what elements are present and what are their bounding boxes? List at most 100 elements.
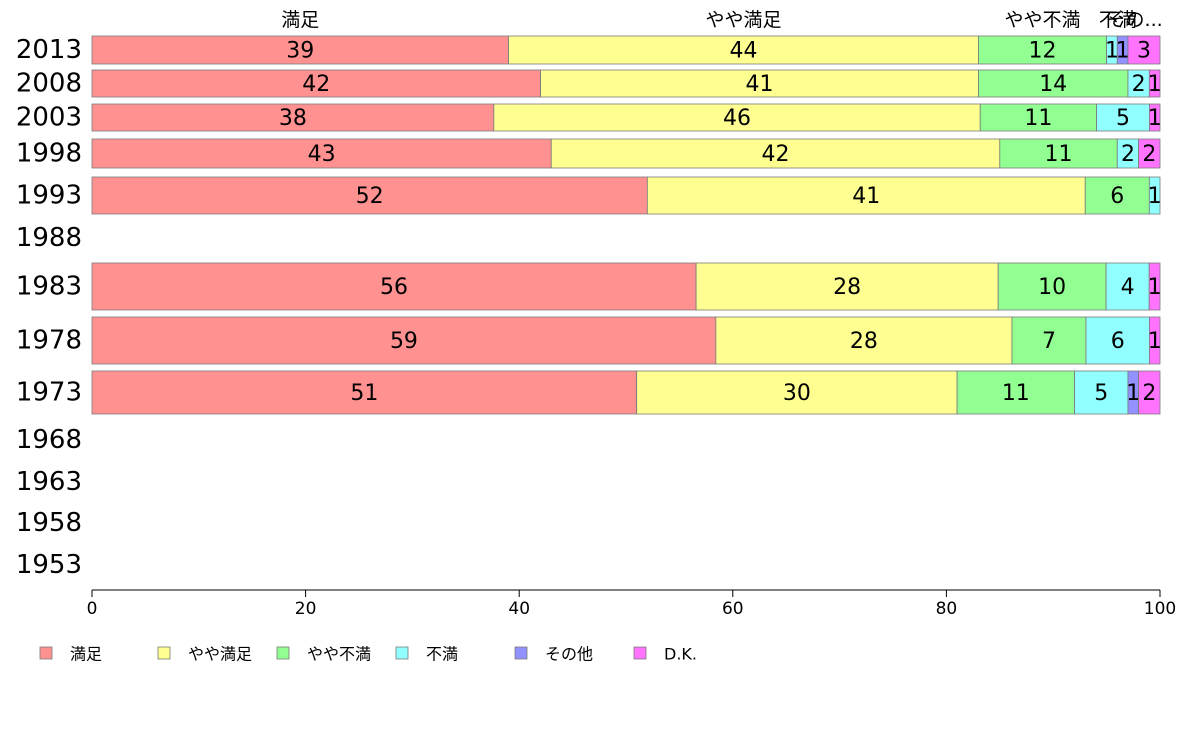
bar-segment bbox=[1138, 370, 1161, 415]
data-label: 1 bbox=[1148, 72, 1162, 97]
data-label: 1 bbox=[1148, 275, 1162, 300]
data-label: 5 bbox=[1116, 106, 1130, 131]
segment-top-label: やや不満 bbox=[1005, 9, 1081, 31]
legend-swatch bbox=[514, 646, 528, 660]
bar-segment bbox=[1138, 138, 1161, 169]
bar-segment bbox=[1148, 262, 1161, 311]
data-label: 1 bbox=[1105, 39, 1119, 64]
bar-segment bbox=[91, 103, 495, 132]
legend-label: やや満足 bbox=[188, 645, 252, 664]
bar-segment bbox=[91, 69, 541, 98]
year-label: 1983 bbox=[16, 272, 82, 302]
bar-segment bbox=[508, 35, 979, 65]
x-axis: 0 20 40 60 80 100 bbox=[87, 589, 1176, 619]
data-label: 6 bbox=[1110, 184, 1124, 209]
bar-segment bbox=[1096, 103, 1150, 132]
x-tick-label: 80 bbox=[936, 599, 958, 619]
legend-swatch bbox=[39, 646, 53, 660]
bar-segment bbox=[999, 138, 1118, 169]
legend-label: 不満 bbox=[426, 645, 458, 664]
x-tick-label: 0 bbox=[87, 599, 98, 619]
data-label: 2 bbox=[1142, 142, 1156, 167]
bar-segment bbox=[1148, 176, 1161, 215]
bar-segment bbox=[91, 316, 717, 365]
bars-group: 39 44 12 11 342 41 14 2 138 46 11 5 143 42 11 2 252 41 6 15… bbox=[91, 35, 1162, 415]
year-labels-group: 2013 2008 2003 1998 1993 1988 1983 1978 1973 1968… bbox=[16, 35, 82, 580]
legend: 満足 やや満足 やや不満 不満 その他 D.K. bbox=[39, 645, 697, 664]
data-label: 5 bbox=[1094, 381, 1108, 406]
data-label: 42 bbox=[302, 72, 330, 97]
segment-top-label: 不満 bbox=[1099, 9, 1137, 31]
legend-swatch bbox=[276, 646, 290, 660]
data-label: 59 bbox=[390, 329, 418, 354]
data-label: 7 bbox=[1042, 329, 1056, 354]
legend-label: 満足 bbox=[70, 645, 102, 664]
year-label: 1993 bbox=[16, 181, 82, 211]
year-label: 2008 bbox=[16, 69, 82, 99]
year-label: 1978 bbox=[16, 326, 82, 356]
bar-segment bbox=[91, 370, 638, 415]
data-label: 12 bbox=[1029, 39, 1057, 64]
bar-segment bbox=[997, 262, 1107, 311]
year-label: 2003 bbox=[16, 103, 82, 133]
data-label: 38 bbox=[279, 106, 307, 131]
data-label: 30 bbox=[783, 381, 811, 406]
data-label: 2 bbox=[1142, 381, 1156, 406]
year-label: 2013 bbox=[16, 35, 82, 65]
data-label: 3 bbox=[1137, 39, 1151, 64]
segment-top-label: やや満足 bbox=[705, 9, 781, 31]
data-label: 39 bbox=[286, 39, 314, 64]
bar-segment bbox=[1127, 35, 1161, 65]
bar-segment bbox=[1148, 69, 1161, 98]
data-label: 46 bbox=[723, 106, 751, 131]
bar-segment bbox=[550, 138, 1001, 169]
data-label: 6 bbox=[1111, 329, 1125, 354]
bar-segment bbox=[1011, 316, 1087, 365]
legend-swatch bbox=[395, 646, 409, 660]
bar-segment bbox=[91, 262, 697, 311]
bar-segment bbox=[978, 69, 1129, 98]
bar-segment bbox=[978, 35, 1108, 65]
bar-segment bbox=[1085, 316, 1150, 365]
data-label: 51 bbox=[350, 381, 378, 406]
x-tick-label: 20 bbox=[295, 599, 317, 619]
segment-top-label: その... bbox=[1107, 9, 1163, 31]
year-label: 1973 bbox=[16, 378, 82, 408]
data-label: 4 bbox=[1121, 275, 1135, 300]
data-label: 41 bbox=[852, 184, 880, 209]
x-tick-label: 60 bbox=[722, 599, 744, 619]
bar-segment bbox=[956, 370, 1075, 415]
data-label: 11 bbox=[1024, 106, 1052, 131]
year-label: 1998 bbox=[16, 139, 82, 169]
data-label: 44 bbox=[729, 39, 757, 64]
year-label: 1968 bbox=[16, 425, 82, 455]
data-label: 2 bbox=[1132, 72, 1146, 97]
data-label: 28 bbox=[833, 275, 861, 300]
data-label: 14 bbox=[1039, 72, 1067, 97]
bar-segment bbox=[1149, 103, 1161, 132]
data-label: 1 bbox=[1148, 106, 1162, 131]
bar-segment bbox=[1084, 176, 1150, 215]
data-label: 41 bbox=[746, 72, 774, 97]
year-label: 1958 bbox=[16, 508, 82, 538]
data-label: 52 bbox=[356, 184, 384, 209]
bar-segment bbox=[91, 176, 648, 215]
year-label: 1953 bbox=[16, 550, 82, 580]
data-label: 2 bbox=[1121, 142, 1135, 167]
data-label: 11 bbox=[1045, 142, 1073, 167]
legend-label: やや不満 bbox=[307, 645, 371, 664]
bar-segment bbox=[493, 103, 981, 132]
bar-segment bbox=[91, 138, 552, 169]
legend-label: D.K. bbox=[664, 645, 697, 664]
data-label: 1 bbox=[1148, 184, 1162, 209]
data-label: 42 bbox=[762, 142, 790, 167]
segment-top-label: 満足 bbox=[281, 9, 319, 31]
data-label: 1 bbox=[1126, 381, 1140, 406]
bar-segment bbox=[1105, 262, 1150, 311]
x-tick-label: 40 bbox=[508, 599, 530, 619]
legend-swatch bbox=[633, 646, 647, 660]
data-label: 1 bbox=[1116, 39, 1130, 64]
data-label: 11 bbox=[1002, 381, 1030, 406]
x-tick-label: 100 bbox=[1144, 599, 1176, 619]
